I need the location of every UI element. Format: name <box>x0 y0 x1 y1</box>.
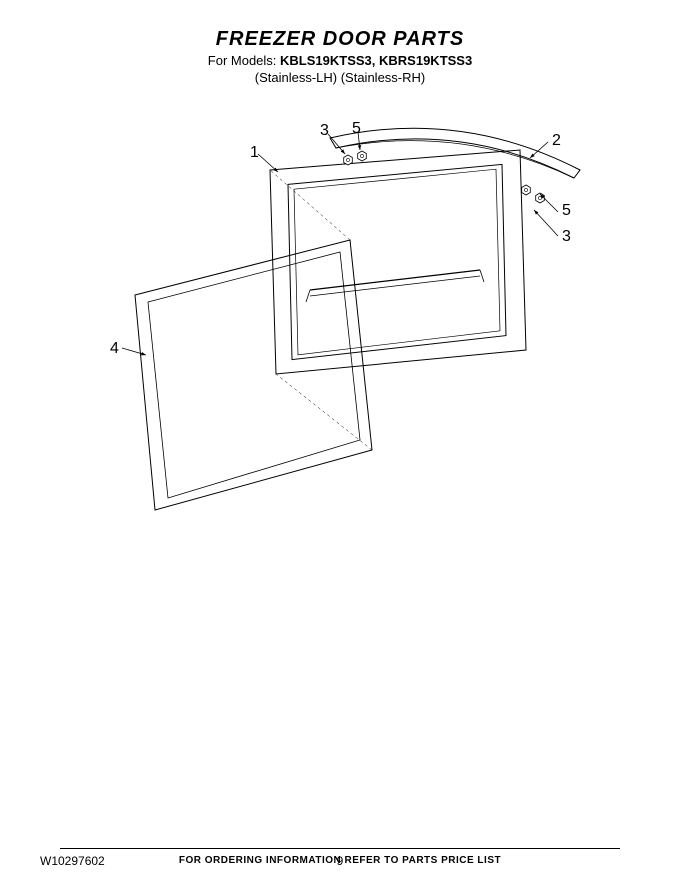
callout-5: 5 <box>352 120 361 138</box>
header: FREEZER DOOR PARTS For Models: KBLS19KTS… <box>0 0 680 85</box>
callout-4: 4 <box>110 340 119 358</box>
callout-3: 3 <box>320 122 329 140</box>
callout-3: 3 <box>562 228 571 246</box>
doc-id: W10297602 <box>40 854 105 868</box>
callout-1: 1 <box>250 144 259 162</box>
footer-rule <box>60 848 620 849</box>
diagram-svg <box>0 120 680 740</box>
page-number: 9 <box>337 854 344 868</box>
callout-2: 2 <box>552 132 561 150</box>
page-title: FREEZER DOOR PARTS <box>0 28 680 51</box>
variants-line: (Stainless-LH) (Stainless-RH) <box>0 70 680 85</box>
diagram: 1 3 5 2 5 3 4 <box>0 120 680 740</box>
callout-5: 5 <box>562 202 571 220</box>
models-list: KBLS19KTSS3, KBRS19KTSS3 <box>280 53 472 68</box>
models-prefix: For Models: <box>208 53 280 68</box>
models-line: For Models: KBLS19KTSS3, KBRS19KTSS3 <box>0 53 680 68</box>
